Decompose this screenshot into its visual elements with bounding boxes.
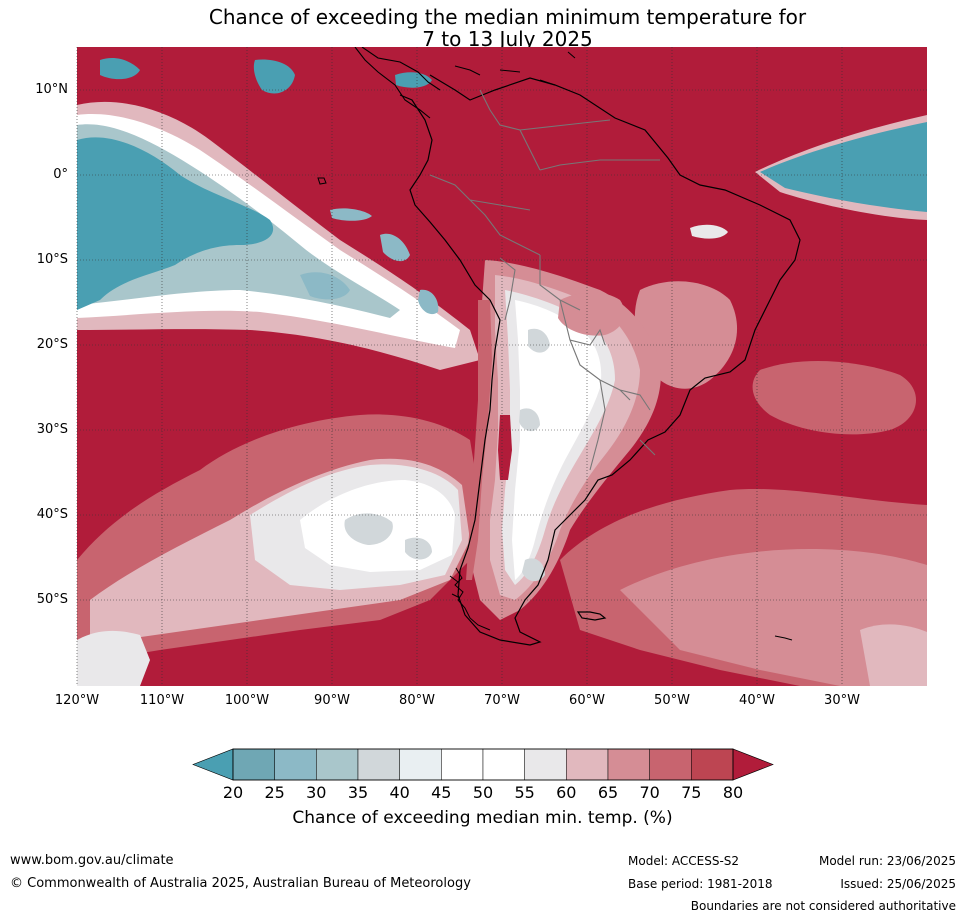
lat-label-0: 0° bbox=[53, 167, 68, 182]
chile-coast-strip bbox=[466, 300, 492, 580]
colorbar-low-arrow bbox=[192, 748, 234, 781]
colorbar-tick-70: 70 bbox=[639, 783, 660, 802]
atlantic-east-moderate-patch bbox=[752, 360, 917, 435]
colorbar-title: Chance of exceeding median min. temp. (%… bbox=[292, 808, 673, 828]
colorbar-segment-45-50 bbox=[441, 748, 484, 781]
base-period-text: Base period: 1981-2018 bbox=[628, 877, 773, 891]
brazil-coast-light-region bbox=[634, 281, 738, 389]
pacific-cool-core bbox=[77, 137, 274, 310]
colorbar-tick-50: 50 bbox=[472, 783, 494, 802]
lon-label-40w: 40°W bbox=[739, 693, 775, 708]
lon-label-80w: 80°W bbox=[399, 693, 435, 708]
colorbar-tick-45: 45 bbox=[431, 783, 452, 802]
map-title-line2: 7 to 13 July 2025 bbox=[422, 27, 593, 51]
lon-label-30w: 30°W bbox=[824, 693, 860, 708]
colorbar-tick-40: 40 bbox=[389, 783, 410, 802]
colorbar-tick-35: 35 bbox=[347, 783, 369, 802]
lon-label-100w: 100°W bbox=[224, 693, 270, 708]
colorbar-tick-20: 20 bbox=[222, 783, 244, 802]
lat-label-20s: 20°S bbox=[36, 337, 68, 352]
model-text: Model: ACCESS-S2 bbox=[628, 854, 740, 868]
brazil-interior-light-patch bbox=[558, 292, 625, 336]
colorbar-segment-65-70 bbox=[607, 748, 650, 781]
colorbar-segment-55-60 bbox=[524, 748, 567, 781]
pacific-cool-north-patch bbox=[100, 58, 432, 94]
copyright-text: © Commonwealth of Australia 2025, Austra… bbox=[10, 876, 471, 891]
pacific-cool-south-streaks bbox=[300, 208, 439, 315]
galapagos-islands bbox=[317, 177, 327, 185]
south-georgia-island bbox=[774, 635, 793, 641]
colorbar-tick-65: 65 bbox=[597, 783, 619, 802]
colorbar-segment-60-65 bbox=[566, 748, 609, 781]
lon-label-70w: 70°W bbox=[484, 693, 520, 708]
caribbean-islands bbox=[454, 51, 576, 86]
lon-label-50w: 50°W bbox=[654, 693, 690, 708]
atlantic-cool-tongue bbox=[760, 122, 927, 212]
gridlines bbox=[76, 47, 927, 686]
colorbar-frame bbox=[232, 748, 734, 781]
lat-label-50s: 50°S bbox=[36, 592, 68, 607]
colorbar-tick-75: 75 bbox=[681, 783, 702, 802]
colorbar-segments bbox=[232, 748, 734, 781]
colorbar-tick-60: 60 bbox=[556, 783, 577, 802]
andes-white-region bbox=[512, 300, 602, 580]
website-link[interactable]: www.bom.gov.au/climate bbox=[10, 853, 174, 868]
country-borders bbox=[429, 89, 660, 471]
atlantic-small-white-patch bbox=[690, 224, 728, 239]
disclaimer-text: Boundaries are not considered authoritat… bbox=[690, 899, 956, 913]
issued-text: Issued: 25/06/2025 bbox=[840, 877, 956, 891]
colorbar-high-arrow bbox=[732, 748, 774, 781]
colorbar-tick-55: 55 bbox=[514, 783, 535, 802]
south-pacific-cool-patches bbox=[344, 513, 432, 560]
colorbar-segment-20-25 bbox=[232, 748, 275, 781]
south-atlantic-light-region bbox=[620, 549, 927, 686]
forecast-map bbox=[76, 47, 927, 686]
colorbar-segment-30-35 bbox=[316, 748, 359, 781]
far-south-light-region bbox=[77, 630, 150, 686]
tierra-del-fuego-archipelago bbox=[449, 567, 491, 631]
colorbar-tick-30: 30 bbox=[306, 783, 327, 802]
colorbar-segment-35-40 bbox=[357, 748, 400, 781]
colorbar-segment-50-55 bbox=[482, 748, 525, 781]
colorbar-tick-80: 80 bbox=[722, 783, 744, 802]
lon-label-90w: 90°W bbox=[314, 693, 350, 708]
lat-label-40s: 40°S bbox=[36, 507, 68, 522]
central-america-coastline bbox=[354, 47, 441, 119]
colorbar-segment-40-45 bbox=[399, 748, 442, 781]
south-atlantic-pale-region bbox=[860, 624, 927, 686]
lon-label-110w: 110°W bbox=[139, 693, 185, 708]
lat-label-10n: 10°N bbox=[35, 82, 68, 97]
lon-label-120w: 120°W bbox=[54, 693, 100, 708]
colorbar-segment-25-30 bbox=[274, 748, 317, 781]
chile-coast-dark-strip bbox=[498, 415, 512, 480]
colorbar-tick-25: 25 bbox=[264, 783, 285, 802]
map-title-line1: Chance of exceeding the median minimum t… bbox=[208, 5, 807, 29]
falkland-islands bbox=[576, 611, 607, 621]
model-run-text: Model run: 23/06/2025 bbox=[818, 854, 956, 868]
lat-label-30s: 30°S bbox=[36, 422, 68, 437]
colorbar-segment-70-75 bbox=[649, 748, 692, 781]
south-america-coastline bbox=[399, 74, 801, 646]
lon-label-60w: 60°W bbox=[569, 693, 605, 708]
colorbar-segment-75-80 bbox=[691, 748, 734, 781]
lat-label-10s: 10°S bbox=[36, 252, 68, 267]
